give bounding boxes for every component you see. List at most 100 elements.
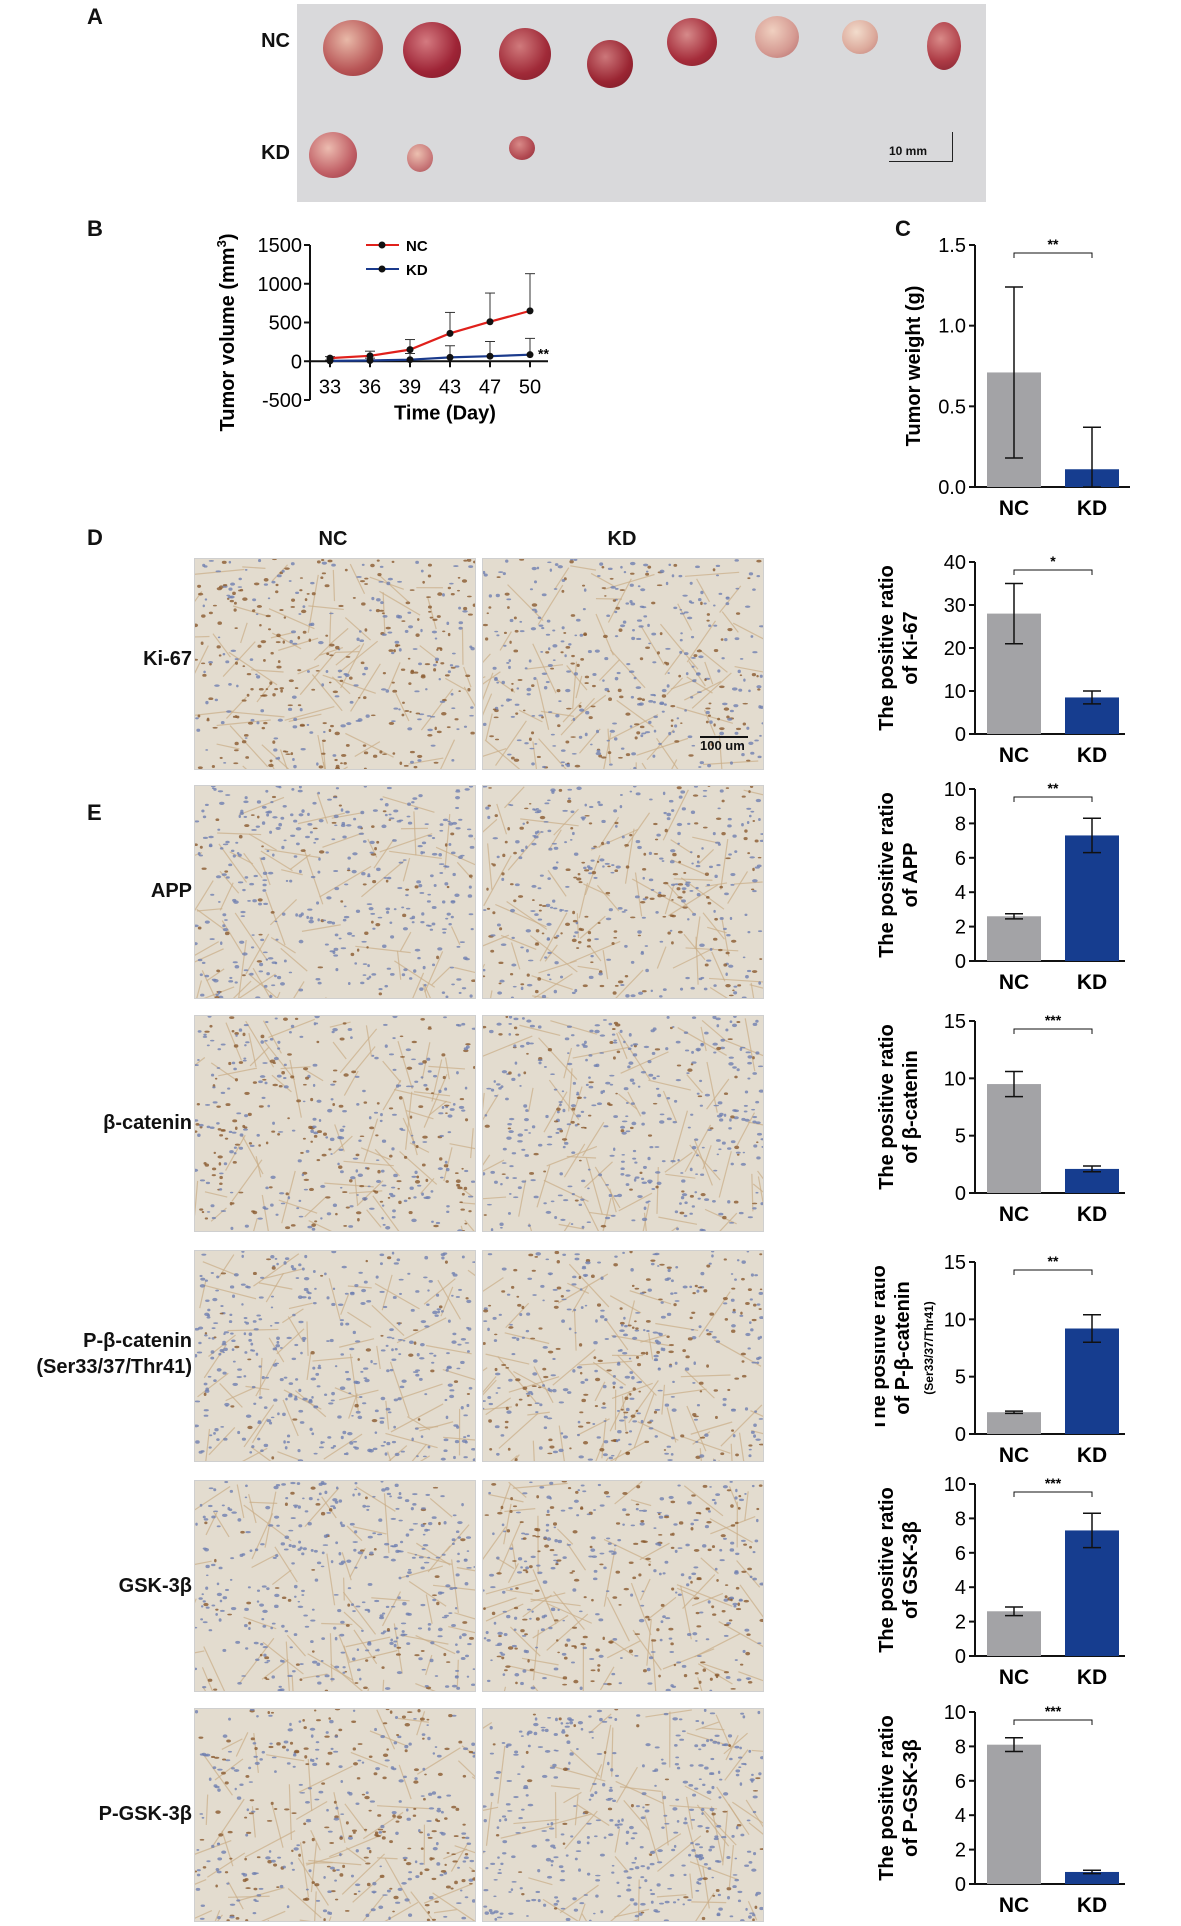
ihc-nucleus — [461, 1633, 467, 1637]
ihc-fiber — [374, 1282, 420, 1310]
ihc-fiber — [307, 1653, 354, 1681]
ihc-nucleus — [664, 1403, 670, 1407]
ihc-nucleus — [333, 869, 339, 873]
ihc-nucleus — [225, 840, 230, 844]
ihc-nucleus — [271, 1622, 276, 1625]
ihc-fiber — [382, 1060, 402, 1083]
ihc-fiber — [512, 1482, 568, 1489]
ihc-nucleus — [557, 1651, 560, 1654]
ihc-nucleus — [256, 800, 262, 804]
ihc-nucleus — [417, 1627, 423, 1630]
ihc-nucleus — [202, 1035, 208, 1038]
ihc-nucleus — [730, 1504, 734, 1508]
ihc-fiber — [527, 1087, 534, 1113]
ihc-nucleus — [629, 1078, 635, 1082]
ihc-fiber — [709, 1518, 753, 1544]
ihc-nucleus — [496, 681, 500, 684]
ihc-nucleus — [318, 1482, 323, 1486]
ihc-nucleus — [655, 1185, 659, 1189]
ihc-nucleus — [572, 910, 576, 915]
ihc-fiber — [197, 1372, 229, 1398]
ihc-nucleus — [553, 1526, 557, 1529]
ihc-nucleus — [737, 669, 741, 674]
ihc-nucleus — [676, 717, 680, 720]
ihc-nucleus — [434, 637, 438, 640]
ihc-nucleus — [424, 823, 429, 825]
ihc-nucleus — [209, 663, 212, 666]
ihc-fiber — [684, 571, 740, 577]
ihc-nucleus — [466, 828, 472, 831]
ihc-nucleus — [547, 1135, 553, 1138]
ihc-nucleus — [362, 672, 366, 676]
ihc-nucleus — [573, 1308, 577, 1312]
ihc-nucleus — [734, 731, 739, 735]
x-tick-label: 39 — [399, 376, 421, 398]
ihc-nucleus — [597, 1261, 602, 1264]
ihc-fiber — [431, 966, 451, 986]
ihc-nucleus — [483, 1172, 486, 1176]
ihc-nucleus — [627, 1065, 631, 1069]
ihc-nucleus — [232, 591, 236, 596]
ihc-nucleus — [437, 592, 443, 596]
ihc-nucleus — [207, 1375, 212, 1378]
ihc-fiber — [389, 1361, 410, 1418]
ihc-nucleus — [506, 1529, 511, 1533]
ihc-nucleus — [418, 1105, 424, 1109]
ihc-nucleus — [234, 749, 239, 752]
ihc-nucleus — [207, 1308, 211, 1312]
ihc-nucleus — [396, 1258, 401, 1262]
ihc-nucleus — [720, 1452, 725, 1456]
ihc-nucleus — [378, 992, 383, 996]
ihc-nucleus — [650, 1029, 655, 1033]
ihc-fiber — [709, 977, 763, 983]
ihc-nucleus — [233, 762, 239, 765]
ihc-nucleus — [647, 623, 650, 627]
ihc-fiber — [210, 1062, 237, 1081]
ihc-nucleus — [396, 1636, 399, 1640]
ihc-nucleus — [288, 1529, 294, 1532]
ihc-nucleus — [722, 1397, 727, 1401]
ihc-nucleus — [333, 814, 339, 819]
ihc-nucleus — [585, 710, 590, 715]
ihc-nucleus — [625, 602, 630, 605]
ihc-nucleus — [379, 1614, 384, 1618]
ihc-nucleus — [601, 587, 607, 589]
ihc-nucleus — [266, 813, 270, 817]
ihc-nucleus — [468, 1210, 472, 1213]
ihc-background — [195, 786, 475, 998]
ihc-nucleus — [504, 1426, 509, 1429]
ihc-nucleus — [491, 1611, 496, 1616]
ihc-nucleus — [384, 984, 389, 988]
ihc-nucleus — [499, 1651, 503, 1654]
ihc-nucleus — [350, 1176, 356, 1180]
ihc-nucleus — [629, 1397, 635, 1400]
ihc-nucleus — [641, 1122, 645, 1126]
ihc-nucleus — [215, 993, 219, 997]
ihc-fiber — [343, 1577, 345, 1601]
ihc-nucleus — [560, 932, 563, 935]
ihc-nucleus — [348, 676, 353, 680]
ihc-nucleus — [469, 714, 474, 717]
ihc-row-label-p-gsk3b: P-GSK-3β — [98, 1803, 192, 1825]
ihc-nucleus — [359, 639, 365, 643]
ihc-nucleus — [447, 820, 451, 823]
ihc-nucleus — [566, 670, 572, 673]
ihc-nucleus — [417, 1418, 421, 1421]
ihc-nucleus — [286, 1434, 291, 1438]
ihc-nucleus — [617, 906, 623, 910]
ihc-nucleus — [570, 1104, 577, 1108]
ihc-nucleus — [223, 1331, 229, 1334]
ihc-nucleus — [417, 956, 421, 960]
ihc-fiber — [751, 1173, 754, 1212]
ihc-nucleus — [386, 786, 392, 790]
ihc-nucleus — [298, 988, 304, 992]
ihc-nucleus — [288, 1543, 292, 1548]
ihc-fiber — [718, 1621, 763, 1648]
ihc-nucleus — [261, 1585, 267, 1588]
ihc-nucleus — [352, 1440, 358, 1443]
ihc-nucleus — [438, 853, 442, 857]
ihc-nucleus — [289, 1646, 293, 1649]
ihc-fiber — [338, 1634, 351, 1662]
ihc-nucleus — [350, 1291, 355, 1294]
ihc-nucleus — [243, 734, 249, 737]
